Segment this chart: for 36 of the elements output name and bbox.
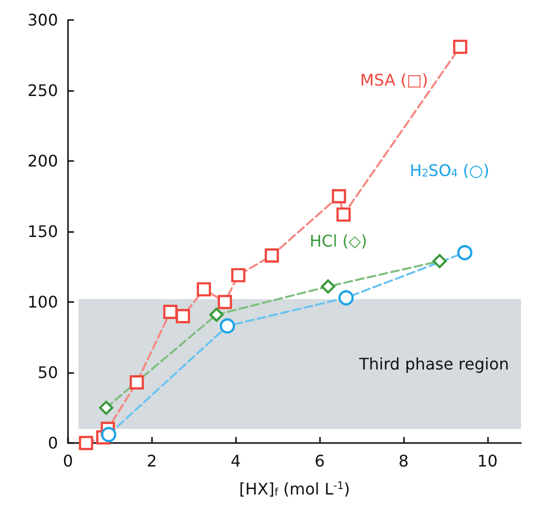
point: [453, 40, 468, 54]
x-tick-label: 2: [146, 452, 157, 470]
point: [176, 309, 190, 324]
point: [432, 254, 447, 268]
point: [264, 248, 279, 263]
point: [99, 400, 114, 415]
y-tick-label: 100: [27, 292, 58, 312]
y-tick-label: 250: [27, 81, 58, 100]
y-tick-label: 150: [27, 222, 58, 241]
point: [457, 245, 472, 260]
series-label: MSA (□): [360, 70, 428, 90]
x-tick-label: 10: [477, 452, 498, 470]
y-tick-label: 0: [48, 434, 58, 452]
point: [130, 375, 144, 390]
point: [196, 282, 211, 296]
point: [78, 436, 94, 450]
x-tick-label: 8: [398, 452, 409, 470]
point: [320, 279, 336, 294]
x-tick-label: 6: [314, 452, 325, 470]
x-tick-label: 4: [230, 452, 241, 470]
y-tick-label: 300: [27, 10, 58, 30]
y-tick-label: 50: [38, 363, 58, 382]
band-label: Third phase region: [358, 354, 509, 374]
point: [163, 304, 178, 319]
point: [101, 426, 116, 442]
point: [336, 207, 351, 222]
y-tick-label: 200: [27, 152, 58, 170]
series-label: HCl (◇): [310, 232, 368, 251]
x-tick-label: 0: [62, 452, 74, 470]
point: [332, 189, 346, 204]
point: [218, 294, 232, 310]
point: [231, 268, 246, 282]
point: [220, 318, 235, 334]
text: H2SO4 (○): [410, 161, 490, 180]
point: [209, 308, 224, 322]
point: [338, 290, 354, 306]
